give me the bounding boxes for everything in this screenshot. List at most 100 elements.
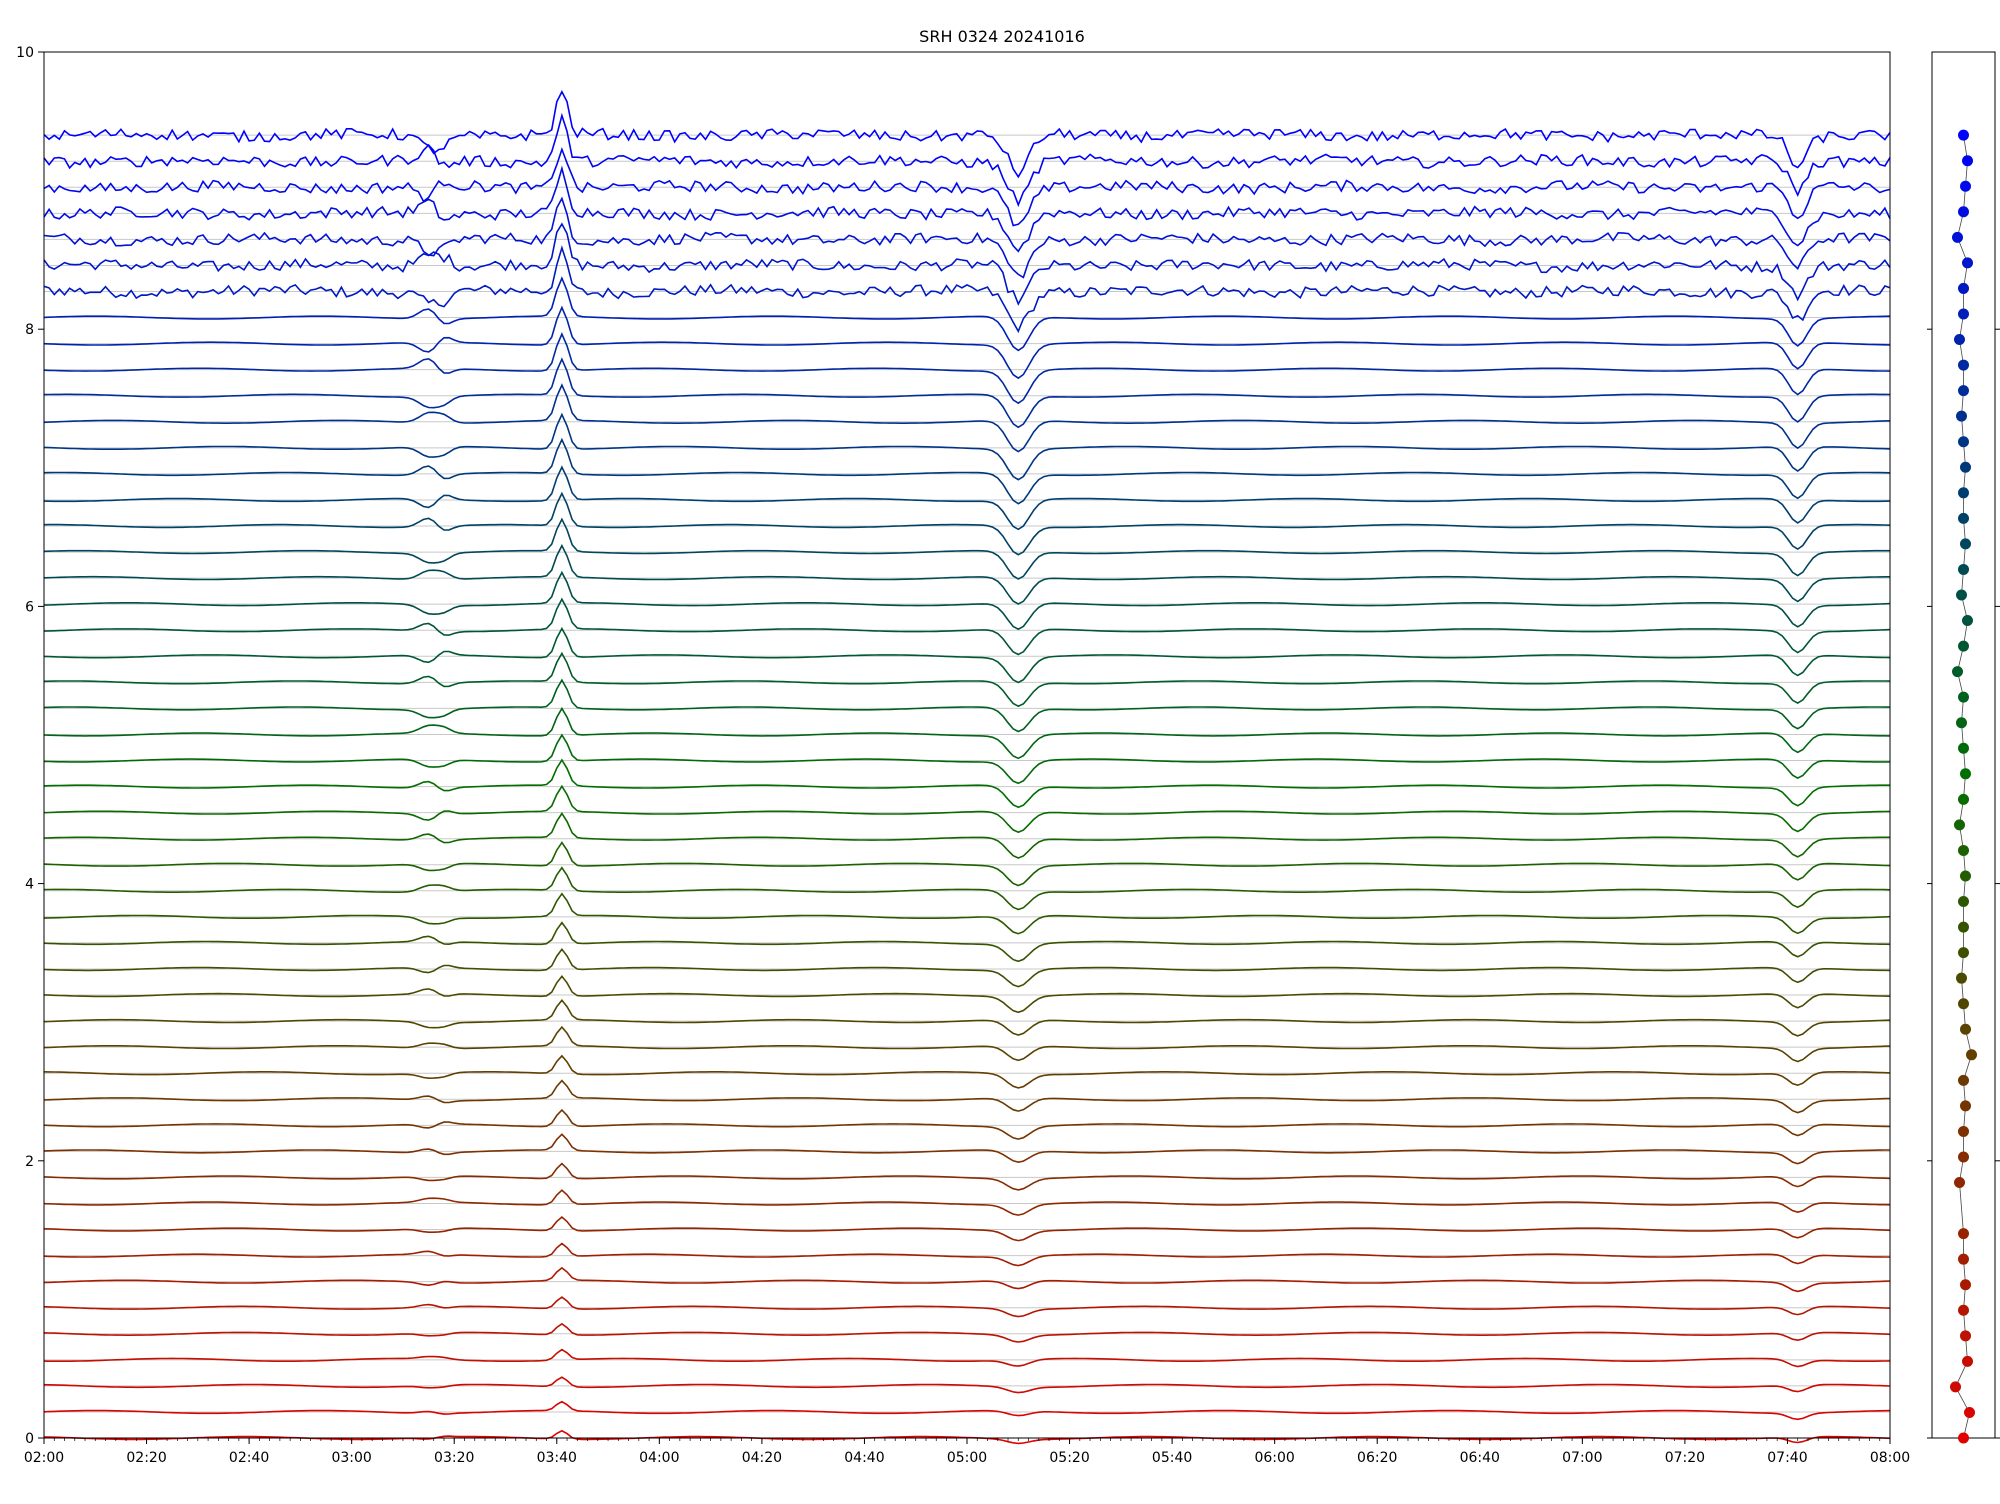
channel-series-25 [43, 758, 1890, 809]
channel-series-19 [43, 921, 1891, 963]
x-tick-label: 07:20 [1665, 1450, 1705, 1466]
channel-series-21 [43, 866, 1891, 911]
channel-series-48 [43, 147, 1891, 227]
y-tick-label: 4 [25, 877, 34, 893]
channel-series-38 [43, 412, 1891, 481]
side-marker [1954, 819, 1965, 831]
side-marker [1958, 896, 1969, 908]
side-marker [1958, 487, 1969, 499]
side-marker [1960, 870, 1971, 882]
channel-series-26 [43, 733, 1890, 785]
channel-series-7 [43, 1242, 1890, 1267]
x-tick-label: 07:40 [1767, 1450, 1807, 1466]
channel-series-24 [43, 784, 1891, 834]
side-marker [1958, 640, 1969, 652]
side-marker [1960, 1279, 1971, 1291]
channel-series-47 [43, 165, 1891, 253]
channel-series-46 [43, 196, 1891, 279]
y-tick-label: 6 [25, 599, 34, 615]
side-marker [1958, 793, 1969, 805]
side-marker [1958, 1074, 1969, 1086]
side-marker [1956, 410, 1967, 422]
channel-series-39 [43, 383, 1891, 453]
side-marker [1958, 998, 1969, 1010]
side-marker [1962, 257, 1973, 269]
side-marker [1962, 615, 1973, 627]
side-marker [1964, 1406, 1975, 1418]
channel-series-9 [43, 1189, 1891, 1216]
side-marker [1958, 308, 1969, 320]
channel-series-4 [43, 1322, 1891, 1343]
channel-series-5 [43, 1296, 1891, 1318]
channel-series-44 [43, 245, 1891, 334]
x-tick-label: 05:00 [947, 1450, 987, 1466]
side-marker [1958, 129, 1969, 141]
side-marker [1958, 921, 1969, 933]
side-marker [1960, 1100, 1971, 1112]
channel-series-41 [43, 331, 1891, 405]
channel-series-10 [43, 1162, 1891, 1191]
side-marker [1958, 742, 1969, 754]
side-marker [1956, 717, 1967, 729]
axes-layer: 02:00 02:20 02:40 03:00 03:20 03:40 04:00 04:20… [16, 45, 1910, 1466]
x-tick-label: 05:20 [1049, 1450, 1089, 1466]
x-tick-label: 04:20 [742, 1450, 782, 1466]
side-marker [1960, 461, 1971, 473]
side-marker [1958, 359, 1969, 371]
channel-series-42 [43, 305, 1891, 380]
side-marker [1958, 282, 1969, 294]
x-tick-label: 08:00 [1870, 1450, 1910, 1466]
side-marker [1958, 1228, 1969, 1240]
side-panel [1927, 51, 2000, 1444]
side-marker [1958, 385, 1969, 397]
side-marker [1952, 666, 1963, 678]
channel-series-17 [43, 975, 1891, 1014]
x-tick-label: 04:40 [844, 1450, 884, 1466]
x-tick-label: 03:20 [434, 1450, 474, 1466]
series-layer [43, 90, 1891, 1445]
channel-series-1 [43, 1400, 1891, 1421]
side-marker [1958, 563, 1969, 575]
channel-series-13 [43, 1079, 1891, 1114]
channel-series-43 [43, 276, 1891, 352]
channel-series-40 [43, 357, 1891, 429]
channel-series-18 [43, 947, 1891, 988]
side-marker [1962, 155, 1973, 167]
side-marker [1962, 1355, 1973, 1367]
side-marker [1960, 538, 1971, 550]
x-tick-label: 02:20 [126, 1450, 166, 1466]
side-marker [1958, 436, 1969, 448]
side-marker [1952, 231, 1963, 243]
side-marker [1958, 1304, 1969, 1316]
channel-series-36 [43, 465, 1891, 531]
side-marker [1954, 334, 1965, 346]
channel-series-6 [43, 1266, 1891, 1293]
chart-title: SRH 0324 20241016 [919, 27, 1085, 46]
x-tick-label: 06:00 [1254, 1450, 1294, 1466]
channel-series-16 [43, 999, 1891, 1037]
channel-series-28 [43, 678, 1890, 733]
y-tick-label: 10 [16, 45, 34, 61]
x-tick-label: 06:40 [1460, 1450, 1500, 1466]
y-tick-label: 2 [25, 1154, 34, 1170]
channel-series-20 [43, 892, 1891, 935]
x-tick-label: 02:00 [24, 1450, 64, 1466]
channel-series-33 [43, 543, 1890, 605]
channel-series-14 [43, 1054, 1891, 1089]
channel-series-15 [43, 1025, 1891, 1063]
channel-series-29 [43, 651, 1891, 708]
channel-series-23 [43, 812, 1890, 859]
channel-series-32 [43, 570, 1891, 631]
channel-series-34 [43, 517, 1890, 580]
side-marker [1958, 947, 1969, 959]
side-marker [1958, 206, 1969, 218]
side-marker [1960, 1023, 1971, 1035]
x-tick-label: 07:00 [1562, 1450, 1602, 1466]
side-marker [1958, 1151, 1969, 1163]
channel-series-35 [43, 491, 1891, 556]
x-tick-label: 04:00 [639, 1450, 679, 1466]
channel-series-37 [43, 437, 1891, 505]
channel-series-50 [43, 90, 1891, 179]
side-marker [1958, 1253, 1969, 1265]
